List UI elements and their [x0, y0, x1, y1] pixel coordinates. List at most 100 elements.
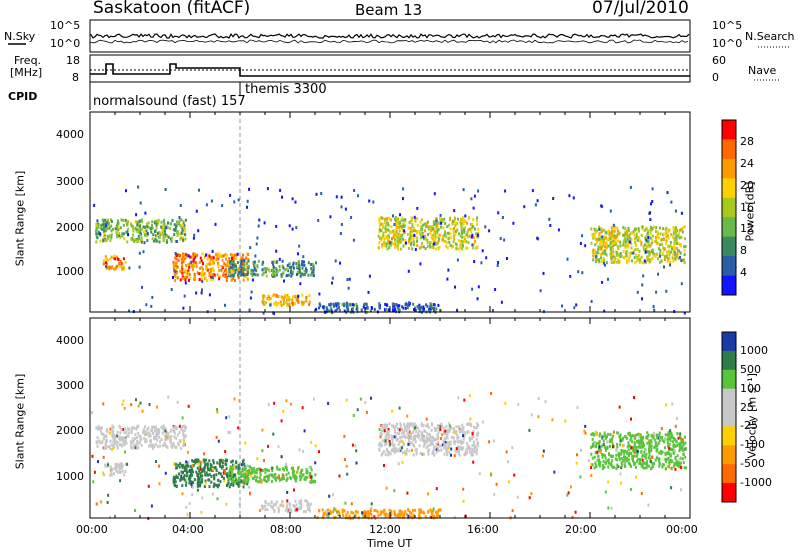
- power-cell: [443, 239, 446, 243]
- velocity-cell: [396, 431, 399, 435]
- velocity-cell: [247, 471, 250, 475]
- power-cell: [140, 240, 143, 244]
- power-cell: [114, 257, 117, 261]
- power-cell: [154, 234, 157, 238]
- velocity-cell: [112, 446, 115, 450]
- power-cell: [351, 307, 354, 311]
- power-cell: [599, 240, 602, 244]
- velocity-cell: [462, 437, 465, 441]
- power-cell: [448, 240, 451, 244]
- velocity-scatter-cell: [124, 450, 127, 454]
- velocity-cell: [412, 431, 415, 434]
- velocity-cell: [297, 467, 299, 471]
- power-cell: [424, 234, 427, 238]
- velocity-cell: [150, 439, 153, 443]
- velocity-cell: [666, 451, 669, 455]
- power-cell: [601, 244, 604, 248]
- velocity-cell: [258, 476, 261, 480]
- power-cell: [199, 256, 202, 260]
- velocity-scatter-cell: [158, 482, 161, 486]
- velocity-cell: [618, 455, 621, 459]
- power-cell: [419, 232, 422, 236]
- velocity-cell: [280, 477, 283, 480]
- velocity-cell: [387, 453, 390, 457]
- velocity-cell: [179, 440, 182, 444]
- power-cell: [429, 231, 432, 235]
- velocity-cell: [406, 422, 409, 426]
- power-cell: [273, 271, 276, 275]
- velocity-scatter-cell: [327, 401, 330, 405]
- velocity-cell: [652, 436, 655, 440]
- power-cell: [414, 235, 417, 239]
- velocity-scatter-cell: [683, 466, 686, 470]
- power-cell: [154, 238, 157, 241]
- velocity-cell: [199, 472, 202, 476]
- velocity-scatter-cell: [640, 492, 643, 495]
- velocity-cell: [272, 475, 275, 479]
- power-scatter-cell: [281, 195, 283, 199]
- velocity-cell: [640, 436, 643, 440]
- power-cell: [380, 238, 383, 242]
- velocity-scatter-cell: [389, 442, 392, 446]
- velocity-cell: [466, 445, 469, 449]
- power-scatter-cell: [252, 272, 255, 276]
- power-cell: [601, 240, 604, 244]
- velocity-cell: [292, 473, 295, 477]
- power-cell: [221, 254, 224, 258]
- power-cell: [140, 232, 143, 236]
- velocity-cell: [170, 434, 173, 438]
- power-cell: [401, 226, 404, 230]
- power-cell: [121, 232, 124, 236]
- velocity-cell: [384, 453, 387, 457]
- velocity-cell: [240, 475, 243, 479]
- velocity-cell: [460, 428, 463, 432]
- velocity-scatter-cell: [620, 481, 623, 485]
- power-cell: [619, 240, 622, 244]
- power-cell: [619, 252, 622, 255]
- power-cell: [635, 259, 638, 263]
- velocity-cell: [221, 475, 224, 478]
- velocity-scatter-cell: [106, 501, 109, 504]
- velocity-cell: [477, 441, 480, 445]
- power-cell: [160, 220, 163, 224]
- velocity-scatter-cell: [638, 433, 641, 436]
- power-cell: [424, 229, 427, 233]
- power-cell: [161, 229, 164, 233]
- power-cell: [466, 235, 469, 239]
- velocity-cell: [326, 508, 329, 512]
- velocity-cell: [253, 470, 256, 474]
- velocity-cell: [595, 463, 598, 467]
- power-cell: [620, 255, 623, 258]
- velocity-cell: [664, 452, 667, 455]
- power-cell: [395, 303, 398, 306]
- power-cell: [334, 309, 337, 313]
- power-cell: [615, 260, 618, 264]
- velocity-cell: [664, 446, 667, 450]
- velocity-cell: [265, 475, 268, 479]
- power-cell: [126, 230, 129, 234]
- velocity-cell: [367, 510, 369, 514]
- power-cell: [180, 218, 183, 222]
- power-cell: [355, 302, 358, 306]
- velocity-cell: [446, 428, 449, 432]
- velocity-cell: [430, 515, 433, 519]
- power-cell: [645, 245, 648, 249]
- power-cell: [220, 268, 223, 272]
- velocity-cell: [637, 439, 640, 443]
- power-scatter-cell: [601, 235, 604, 239]
- power-cell: [108, 266, 111, 270]
- power-cell: [460, 240, 463, 243]
- velocity-cell: [668, 460, 671, 464]
- velocity-cell: [232, 465, 235, 469]
- power-cell: [326, 308, 329, 312]
- power-cell: [132, 229, 135, 233]
- power-cell: [607, 238, 610, 242]
- power-scatter-cell: [99, 232, 102, 236]
- velocity-cell: [439, 508, 442, 512]
- velocity-cell: [410, 441, 413, 445]
- velocity-cell: [170, 428, 173, 432]
- velocity-cell: [448, 422, 451, 426]
- velocity-cell: [204, 481, 207, 485]
- power-cell: [179, 237, 182, 241]
- power-cell: [328, 309, 331, 313]
